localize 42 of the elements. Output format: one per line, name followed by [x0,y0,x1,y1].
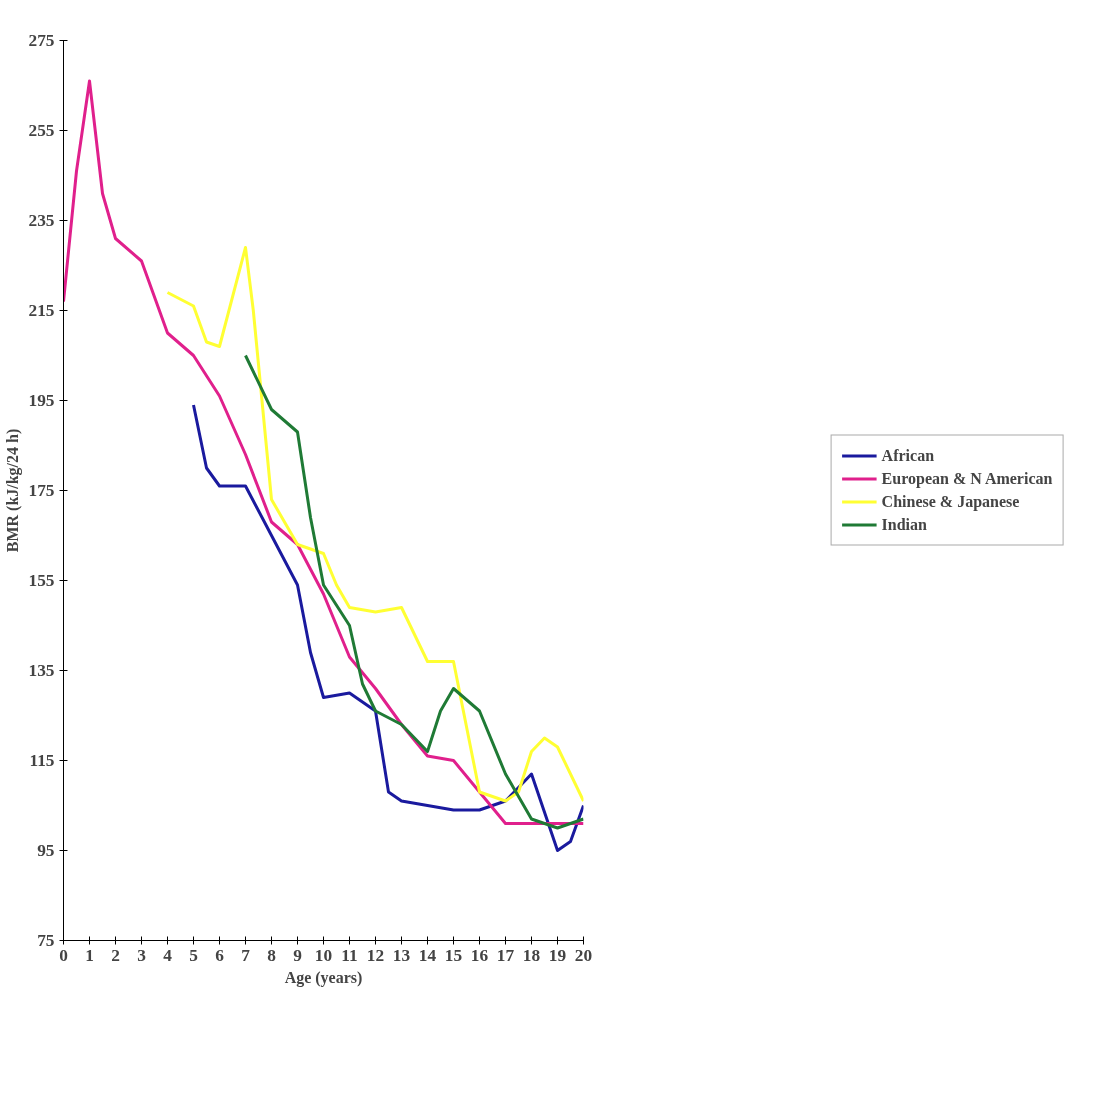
legend-label: Chinese & Japanese [881,492,1020,511]
x-tick-label: 13 [392,945,411,965]
y-tick-label: 235 [28,211,55,230]
x-tick-label: 15 [444,945,463,965]
legend-label: African [881,446,935,465]
y-tick-label: 115 [29,751,55,770]
x-tick-label: 9 [293,945,303,965]
x-tick-label: 14 [418,945,437,965]
x-tick-label: 19 [548,945,567,965]
x-tick-label: 18 [522,945,541,965]
x-tick-label: 2 [111,945,120,965]
x-tick-label: 6 [215,945,225,965]
x-tick-label: 0 [59,945,68,965]
line-series [244,354,584,830]
y-tick-label: 275 [28,31,55,50]
x-axis-title: Age (years) [284,968,363,987]
y-tick-label: 175 [28,481,55,500]
x-tick-label: 3 [137,945,147,965]
y-tick-label: 195 [28,391,55,410]
line-series [166,246,584,803]
x-tick-label: 4 [163,945,173,965]
y-tick-label: 215 [28,301,55,320]
y-tick-label: 135 [28,661,55,680]
x-tick-label: 5 [189,945,199,965]
x-tick-label: 10 [314,945,333,965]
legend-label: Indian [881,515,927,534]
x-tick-label: 8 [267,945,277,965]
x-tick-label: 20 [574,945,593,965]
y-tick-label: 155 [28,571,55,590]
legend-label: European & N American [881,469,1053,488]
y-tick-label: 255 [28,121,55,140]
x-tick-label: 11 [341,945,358,965]
x-tick-label: 7 [241,945,251,965]
line-series [63,79,584,825]
x-tick-label: 1 [85,945,94,965]
y-tick-label: 95 [37,841,55,860]
x-tick-label: 17 [496,945,515,965]
x-tick-label: 16 [470,945,489,965]
y-tick-label: 75 [37,931,55,950]
y-axis-title: BMR (kJ/kg/24 h) [3,428,22,553]
x-tick-label: 12 [366,945,385,965]
line-series [192,403,584,852]
